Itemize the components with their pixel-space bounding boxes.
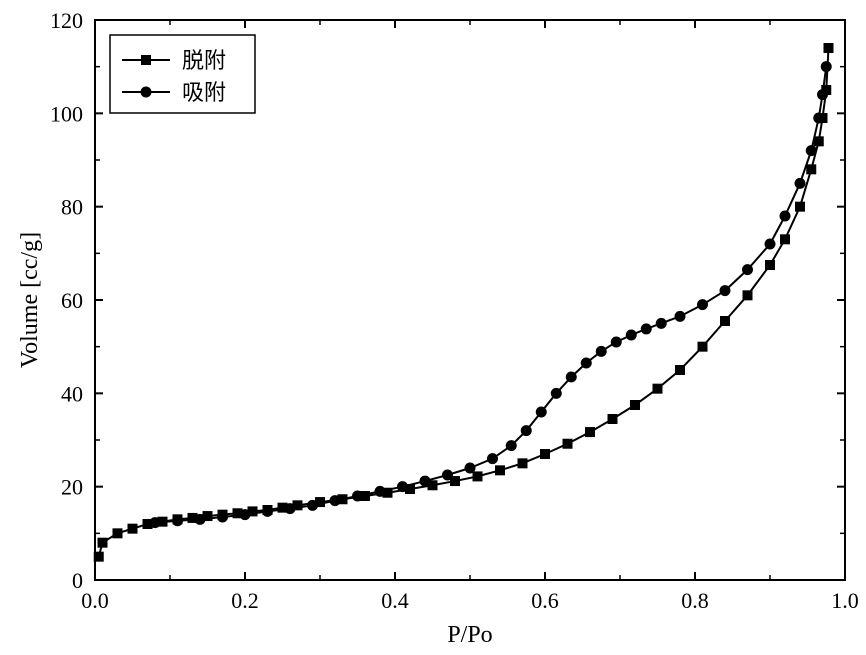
svg-text:1.0: 1.0: [831, 588, 859, 613]
svg-text:P/Po: P/Po: [447, 622, 492, 648]
svg-text:0.4: 0.4: [381, 588, 409, 613]
svg-text:0.8: 0.8: [681, 588, 709, 613]
svg-text:100: 100: [50, 101, 83, 126]
adsorption-isotherm-chart: 0.0 0.2 0.4 0.6 0.8 1.0 0 20 40 60 80 100 120 P/Po Vol…: [0, 0, 866, 655]
svg-text:120: 120: [50, 8, 83, 33]
svg-text:Volume [cc/g]: Volume [cc/g]: [17, 232, 43, 368]
svg-text:80: 80: [61, 195, 83, 220]
svg-text:0.2: 0.2: [231, 588, 259, 613]
chart-svg: 0.0 0.2 0.4 0.6 0.8 1.0 0 20 40 60 80 100 120 P/Po Vol…: [0, 0, 866, 655]
svg-text:脱附: 脱附: [182, 48, 226, 73]
svg-text:0: 0: [72, 568, 83, 593]
svg-text:吸附: 吸附: [182, 80, 226, 105]
svg-text:0.6: 0.6: [531, 588, 559, 613]
svg-text:0.0: 0.0: [81, 588, 109, 613]
svg-text:20: 20: [61, 475, 83, 500]
svg-text:60: 60: [61, 288, 83, 313]
svg-text:40: 40: [61, 381, 83, 406]
